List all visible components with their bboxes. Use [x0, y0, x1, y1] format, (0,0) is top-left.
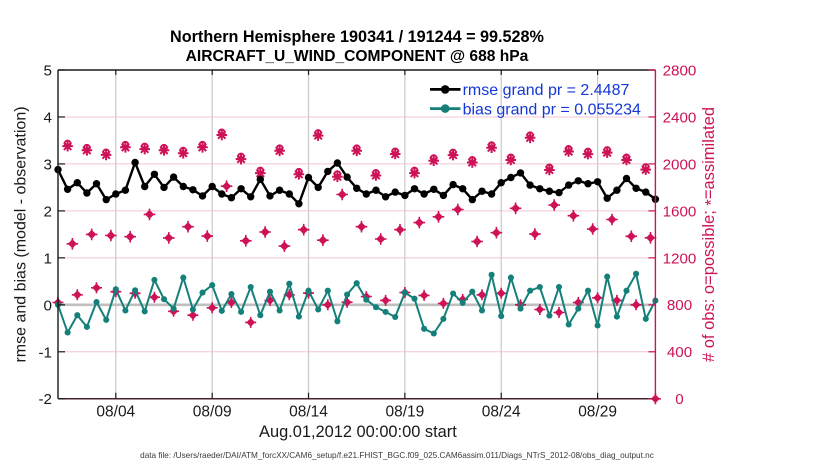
- svg-text:-1: -1: [38, 344, 52, 361]
- svg-text:08/09: 08/09: [193, 404, 232, 421]
- svg-text:0: 0: [675, 391, 683, 408]
- svg-text:0: 0: [44, 297, 52, 314]
- svg-text:1200: 1200: [663, 250, 697, 267]
- svg-text:Northern Hemisphere 190341 / 1: Northern Hemisphere 190341 / 191244 = 99…: [170, 28, 544, 46]
- svg-text:08/04: 08/04: [96, 404, 135, 421]
- svg-text:08/29: 08/29: [578, 404, 617, 421]
- svg-text:2800: 2800: [663, 62, 697, 79]
- svg-text:800: 800: [667, 297, 692, 314]
- svg-text:1: 1: [44, 250, 52, 267]
- svg-text:bias grand pr = 0.055234: bias grand pr = 0.055234: [463, 101, 641, 118]
- svg-text:2: 2: [44, 203, 52, 220]
- svg-text:2400: 2400: [663, 109, 697, 126]
- svg-text:-2: -2: [38, 391, 52, 408]
- svg-text:4: 4: [44, 110, 52, 127]
- svg-text:# of obs: o=possible; *=assimi: # of obs: o=possible; *=assimilated: [700, 107, 721, 362]
- svg-text:08/24: 08/24: [482, 404, 521, 421]
- svg-text:5: 5: [44, 63, 52, 80]
- svg-text:08/19: 08/19: [386, 404, 425, 421]
- svg-text:data file: /Users/raeder/DAI/A: data file: /Users/raeder/DAI/ATM_forcXX/…: [140, 451, 654, 460]
- svg-text:rmse and bias (model - observa: rmse and bias (model - observation): [13, 106, 30, 362]
- svg-text:2000: 2000: [663, 156, 697, 173]
- svg-text:rmse grand pr = 2.4487: rmse grand pr = 2.4487: [463, 82, 630, 99]
- svg-text:08/14: 08/14: [289, 404, 328, 421]
- svg-text:Aug.01,2012 00:00:00 start: Aug.01,2012 00:00:00 start: [259, 423, 457, 441]
- svg-text:1600: 1600: [663, 203, 697, 220]
- svg-text:AIRCRAFT_U_WIND_COMPONENT @ 68: AIRCRAFT_U_WIND_COMPONENT @ 688 hPa: [186, 48, 529, 65]
- svg-text:400: 400: [667, 344, 692, 361]
- svg-text:3: 3: [44, 156, 52, 173]
